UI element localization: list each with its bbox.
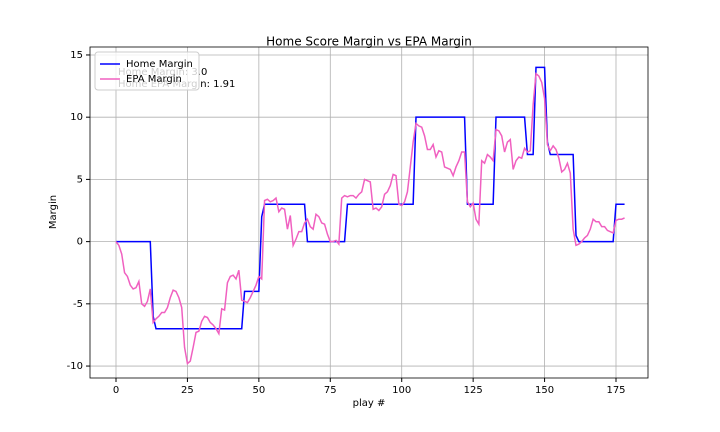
y-tick-label: 10 xyxy=(70,112,83,123)
x-tick-label: 125 xyxy=(464,385,483,396)
x-tick-label: 75 xyxy=(324,385,337,396)
x-tick-label: 0 xyxy=(113,385,119,396)
y-tick-label: -5 xyxy=(73,299,83,310)
y-tick-label: 0 xyxy=(77,237,83,248)
y-tick-label: 15 xyxy=(70,50,83,61)
x-tick-label: 100 xyxy=(392,385,411,396)
y-tick-label: 5 xyxy=(77,174,83,185)
x-tick-label: 25 xyxy=(181,385,194,396)
chart-title: Home Score Margin vs EPA Margin xyxy=(266,35,472,49)
legend-box xyxy=(94,51,200,91)
x-tick-label: 150 xyxy=(535,385,554,396)
y-tick-label: -10 xyxy=(67,361,83,372)
x-axis-label: play # xyxy=(353,398,386,409)
plot-frame xyxy=(89,46,649,379)
y-axis-label: Margin xyxy=(48,195,59,229)
legend-label: Home Margin xyxy=(126,59,193,70)
x-tick-label: 175 xyxy=(606,385,625,396)
legend-label: EPA Margin xyxy=(126,74,182,85)
data-line xyxy=(115,72,625,366)
data-line xyxy=(116,66,625,330)
x-tick-label: 50 xyxy=(252,385,265,396)
